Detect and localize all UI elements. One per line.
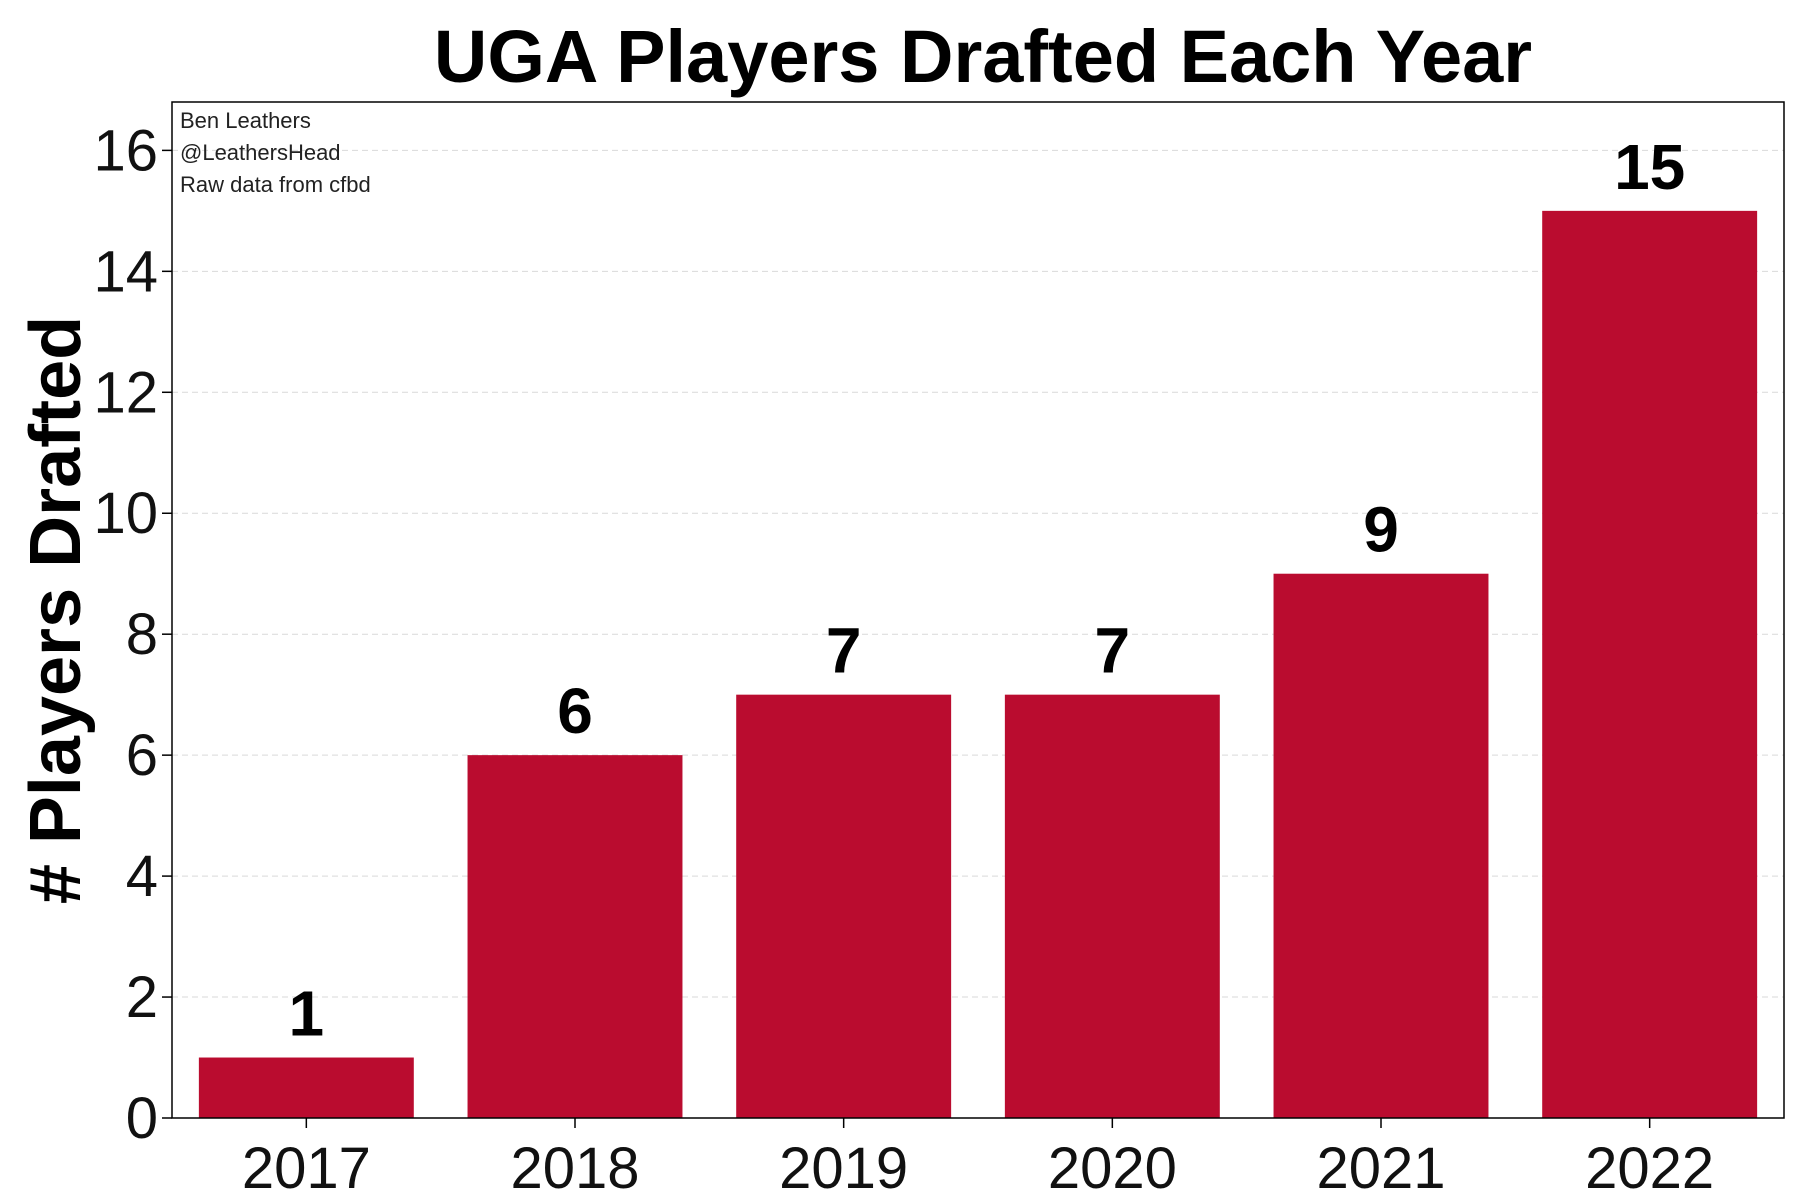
y-tick-label: 2 xyxy=(126,965,158,1030)
plot-frame xyxy=(171,101,1785,1119)
data-label-2018: 6 xyxy=(557,675,593,747)
y-tick-label: 12 xyxy=(93,360,158,425)
y-tick-label: 10 xyxy=(93,481,158,546)
y-tick-label: 8 xyxy=(126,602,158,667)
bar-2021 xyxy=(1273,573,1489,1118)
y-tick-label: 4 xyxy=(126,844,158,909)
bar-2017 xyxy=(198,1057,414,1118)
data-label-2019: 7 xyxy=(826,615,862,687)
annotation-source: Raw data from cfbd xyxy=(180,172,371,197)
x-tick-label-2020: 2020 xyxy=(1048,1136,1177,1200)
annotation-handle: @LeathersHead xyxy=(180,140,341,165)
x-tick-label-2019: 2019 xyxy=(779,1136,908,1200)
data-label-2022: 15 xyxy=(1614,131,1685,203)
x-tick-label-2017: 2017 xyxy=(242,1136,371,1200)
bar-2018 xyxy=(467,755,683,1118)
bar-2022 xyxy=(1542,210,1758,1118)
data-label-2021: 9 xyxy=(1363,494,1399,566)
chart-title: UGA Players Drafted Each Year xyxy=(434,15,1532,98)
data-label-2017: 1 xyxy=(289,978,325,1050)
data-labels: 1 6 7 7 9 15 xyxy=(289,131,1686,1050)
y-tick-label: 6 xyxy=(126,723,158,788)
gridlines xyxy=(172,149,1784,998)
annotation-author: Ben Leathers xyxy=(180,108,311,133)
bars xyxy=(198,210,1758,1118)
y-tick-label: 0 xyxy=(126,1086,158,1151)
bar-2020 xyxy=(1004,694,1220,1118)
x-tick-label-2021: 2021 xyxy=(1316,1136,1445,1200)
x-tick-labels: 2017 2018 2019 2020 2021 2022 xyxy=(242,1118,1714,1200)
y-tick-labels: 0 2 4 6 8 10 12 14 16 xyxy=(93,118,172,1151)
y-axis-label: # Players Drafted xyxy=(16,316,96,904)
x-tick-label-2018: 2018 xyxy=(510,1136,639,1200)
x-tick-label-2022: 2022 xyxy=(1585,1136,1714,1200)
data-label-2020: 7 xyxy=(1095,615,1131,687)
y-tick-label: 16 xyxy=(93,118,158,183)
bar-2019 xyxy=(736,694,952,1118)
y-tick-label: 14 xyxy=(93,239,158,304)
source-annotation: Ben Leathers @LeathersHead Raw data from… xyxy=(180,108,371,197)
